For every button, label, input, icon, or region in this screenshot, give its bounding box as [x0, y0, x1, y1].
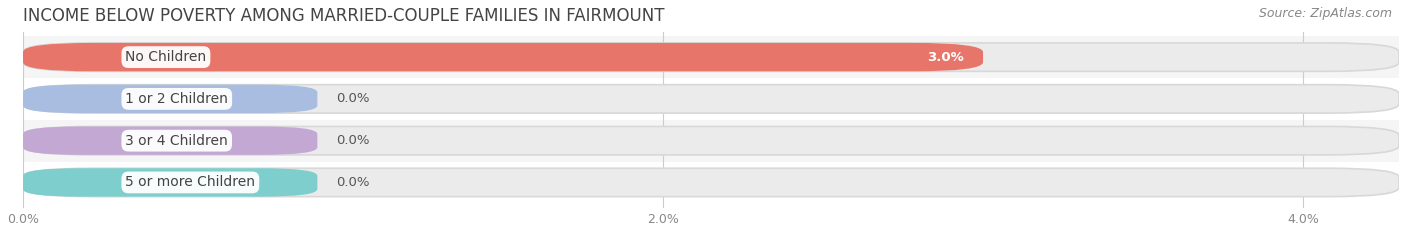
FancyBboxPatch shape: [22, 36, 1399, 78]
Text: 1 or 2 Children: 1 or 2 Children: [125, 92, 228, 106]
Text: 0.0%: 0.0%: [336, 176, 370, 189]
FancyBboxPatch shape: [22, 168, 318, 197]
Text: 0.0%: 0.0%: [336, 134, 370, 147]
FancyBboxPatch shape: [22, 43, 983, 71]
Text: 0.0%: 0.0%: [336, 93, 370, 105]
FancyBboxPatch shape: [22, 78, 1399, 120]
Text: Source: ZipAtlas.com: Source: ZipAtlas.com: [1258, 7, 1392, 20]
FancyBboxPatch shape: [22, 127, 318, 155]
FancyBboxPatch shape: [22, 127, 1399, 155]
FancyBboxPatch shape: [22, 85, 1399, 113]
Text: 3.0%: 3.0%: [927, 51, 965, 64]
Text: No Children: No Children: [125, 50, 207, 64]
Text: INCOME BELOW POVERTY AMONG MARRIED-COUPLE FAMILIES IN FAIRMOUNT: INCOME BELOW POVERTY AMONG MARRIED-COUPL…: [22, 7, 665, 25]
FancyBboxPatch shape: [22, 120, 1399, 161]
Text: 5 or more Children: 5 or more Children: [125, 175, 256, 189]
FancyBboxPatch shape: [22, 43, 1399, 71]
Text: 3 or 4 Children: 3 or 4 Children: [125, 134, 228, 148]
FancyBboxPatch shape: [22, 161, 1399, 203]
FancyBboxPatch shape: [22, 85, 318, 113]
FancyBboxPatch shape: [22, 168, 1399, 197]
